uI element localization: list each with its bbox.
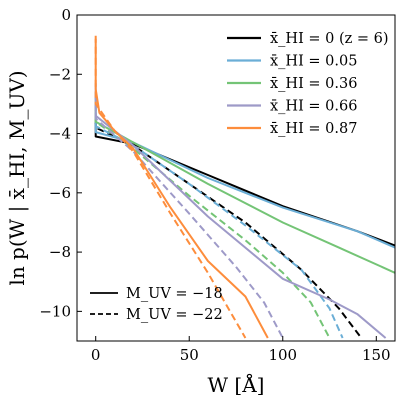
- y-axis-label: ln p(W | x̄_HI, M_UV): [5, 70, 30, 285]
- x-tick-label: 0: [91, 346, 101, 364]
- style-legend-label: M_UV = −18: [126, 286, 223, 302]
- legend-entry-label: x̄_HI = 0.36: [270, 76, 357, 92]
- x-tick-label: 150: [362, 346, 391, 364]
- legend-entry-label: x̄_HI = 0.05: [270, 54, 357, 70]
- legend-entry-label: x̄_HI = 0 (z = 6): [270, 31, 389, 47]
- style-legend-label: M_UV = −22: [126, 307, 223, 323]
- series-line-xhi-036-muvm18: [96, 92, 395, 273]
- series-line-xhi-0-muvm18: [96, 123, 395, 245]
- y-tick-label: −2: [49, 65, 71, 83]
- y-tick-label: −6: [49, 184, 71, 202]
- style-legend: M_UV = −18 M_UV = −22: [90, 286, 223, 323]
- x-tick-label: 100: [268, 346, 297, 364]
- y-tick-label: 0: [61, 6, 71, 24]
- legend-entry-label: x̄_HI = 0.66: [270, 99, 357, 115]
- legend: x̄_HI = 0 (z = 6) x̄_HI = 0.05 x̄_HI = 0.3…: [227, 31, 389, 137]
- y-tick-label: −8: [49, 243, 71, 261]
- x-axis-label: W [Å]: [208, 372, 265, 397]
- x-tick-label: 50: [180, 346, 199, 364]
- y-tick-label: −10: [39, 302, 71, 320]
- legend-entry-label: x̄_HI = 0.87: [270, 121, 357, 137]
- y-tick-label: −4: [49, 125, 71, 143]
